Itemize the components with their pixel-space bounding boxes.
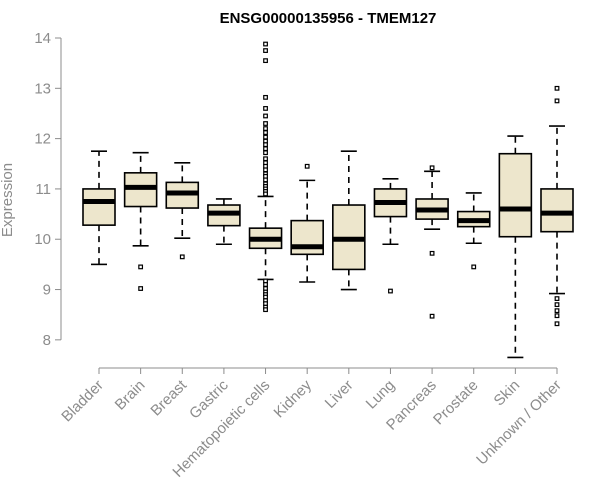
box-gastric (207, 198, 241, 246)
y-tick-label: 8 (43, 332, 51, 349)
outlier-point (263, 41, 268, 47)
iqr-box (82, 188, 116, 226)
outlier-point (263, 48, 268, 53)
outlier-point (554, 302, 560, 308)
outlier-point (471, 264, 477, 270)
outlier-point (263, 134, 268, 140)
y-tick-label: 9 (43, 282, 51, 299)
y-tick-label: 12 (34, 131, 51, 148)
x-tick-label: Kidney (271, 376, 316, 421)
outlier-point (554, 321, 560, 327)
x-tick-label: Bladder (58, 377, 107, 426)
y-axis: 8 9 10 11 12 13 14 (34, 30, 62, 349)
outlier-point (263, 113, 268, 119)
outlier-point (263, 58, 268, 64)
box-hematopoietic-cells (248, 41, 283, 313)
x-tick-label: Lung (363, 377, 399, 413)
box-series (82, 41, 574, 359)
outlier-point (554, 313, 560, 319)
outlier-point (554, 98, 560, 104)
y-tick-label: 11 (35, 181, 51, 198)
outlier-point (263, 126, 268, 131)
box-unknown-other (540, 85, 574, 327)
outlier-point (263, 191, 268, 197)
y-tick-label: 10 (34, 231, 51, 248)
x-tick-label: Liver (322, 377, 357, 412)
box-pancreas (415, 165, 449, 319)
outlier-point (263, 142, 268, 148)
outlier-point (388, 288, 393, 294)
outlier-point (554, 308, 560, 314)
outlier-point (263, 121, 268, 126)
outlier-point (554, 296, 560, 301)
outlier-point (429, 165, 435, 171)
outlier-point (554, 85, 560, 91)
box-liver (332, 150, 366, 291)
outlier-point (429, 313, 435, 319)
x-tick-label: Prostate (430, 377, 482, 429)
outlier-point (263, 150, 268, 156)
outlier-point (429, 250, 435, 256)
box-breast (165, 161, 200, 260)
outlier-point (263, 94, 268, 100)
box-bladder (82, 150, 116, 266)
outlier-point (179, 254, 185, 260)
outlier-point (263, 156, 268, 162)
outlier-point (138, 286, 144, 291)
outlier-point (263, 106, 268, 111)
outlier-point (263, 307, 268, 313)
box-skin (498, 135, 533, 359)
outlier-point (263, 177, 268, 183)
outlier-point (263, 282, 268, 287)
outlier-point (263, 130, 268, 135)
iqr-box (498, 152, 533, 238)
box-lung (373, 178, 408, 294)
outlier-point (138, 264, 144, 270)
x-tick-label: Brain (112, 377, 149, 414)
outlier-point (304, 163, 310, 169)
outlier-point (263, 146, 268, 152)
x-tick-label: Skin (491, 377, 524, 410)
box-kidney (290, 163, 324, 283)
x-tick-label: Breast (147, 376, 190, 419)
y-tick-label: 13 (34, 80, 51, 97)
y-tick-label: 14 (34, 30, 51, 47)
iqr-box (540, 188, 574, 233)
box-prostate (456, 192, 491, 270)
outlier-point (263, 167, 268, 173)
box-brain (123, 151, 158, 291)
chart-title: ENSG00000135956 - TMEM127 (220, 10, 437, 27)
y-axis-label: Expression (0, 163, 16, 237)
